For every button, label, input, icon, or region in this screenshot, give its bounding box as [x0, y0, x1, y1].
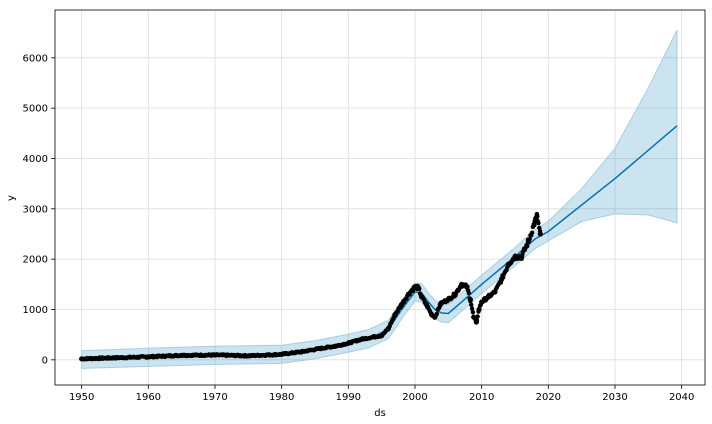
- observed-point: [477, 307, 482, 312]
- x-tick-label: 1960: [136, 392, 161, 403]
- x-tick-label: 1990: [336, 392, 361, 403]
- observed-point: [536, 220, 541, 226]
- observed-point: [434, 311, 440, 317]
- y-tick-label: 6000: [23, 53, 48, 64]
- x-axis: 1950 1960 1970 1980 1990 2000 2010 2020 2030 2040: [69, 385, 694, 403]
- x-tick-label: 2000: [402, 392, 427, 403]
- y-tick-label: 3000: [23, 204, 48, 215]
- plot-background: [55, 10, 705, 385]
- y-tick-label: 0: [42, 355, 48, 366]
- observed-point: [529, 230, 535, 235]
- observed-point: [534, 211, 540, 217]
- x-tick-label: 1980: [269, 392, 294, 403]
- observed-point: [532, 222, 537, 228]
- observed-point: [466, 291, 472, 296]
- x-tick-label: 1950: [69, 392, 94, 403]
- observed-point: [525, 243, 530, 249]
- x-tick-label: 2020: [536, 392, 561, 403]
- observed-point: [519, 256, 524, 262]
- observed-point: [470, 310, 476, 315]
- observed-point: [469, 306, 475, 311]
- y-tick-label: 1000: [23, 305, 48, 316]
- observed-point: [417, 286, 422, 292]
- observed-point: [410, 288, 416, 294]
- x-axis-label: ds: [374, 408, 386, 419]
- observed-point: [474, 317, 480, 323]
- observed-point: [468, 299, 473, 304]
- observed-point: [537, 228, 543, 234]
- plot-frame: [54, 9, 706, 386]
- observed-point: [475, 314, 480, 319]
- observed-point: [493, 289, 498, 295]
- y-tick-label: 2000: [23, 255, 48, 266]
- observed-point: [527, 236, 532, 242]
- y-tick-label: 4000: [23, 154, 48, 165]
- x-tick-label: 2010: [469, 392, 494, 403]
- x-tick-label: 2040: [669, 392, 694, 403]
- observed-point: [469, 302, 474, 308]
- y-tick-label: 5000: [23, 104, 48, 115]
- grid-lines: [55, 10, 705, 385]
- observed-point: [501, 275, 506, 280]
- x-tick-label: 2030: [602, 392, 627, 403]
- observed-point: [465, 284, 470, 289]
- observed-points: [79, 211, 543, 362]
- x-tick-label: 1970: [202, 392, 227, 403]
- y-axis-label: y: [6, 195, 17, 201]
- y-axis: 0 1000 2000 3000 4000 5000 6000: [23, 53, 55, 366]
- observed-point: [498, 280, 504, 285]
